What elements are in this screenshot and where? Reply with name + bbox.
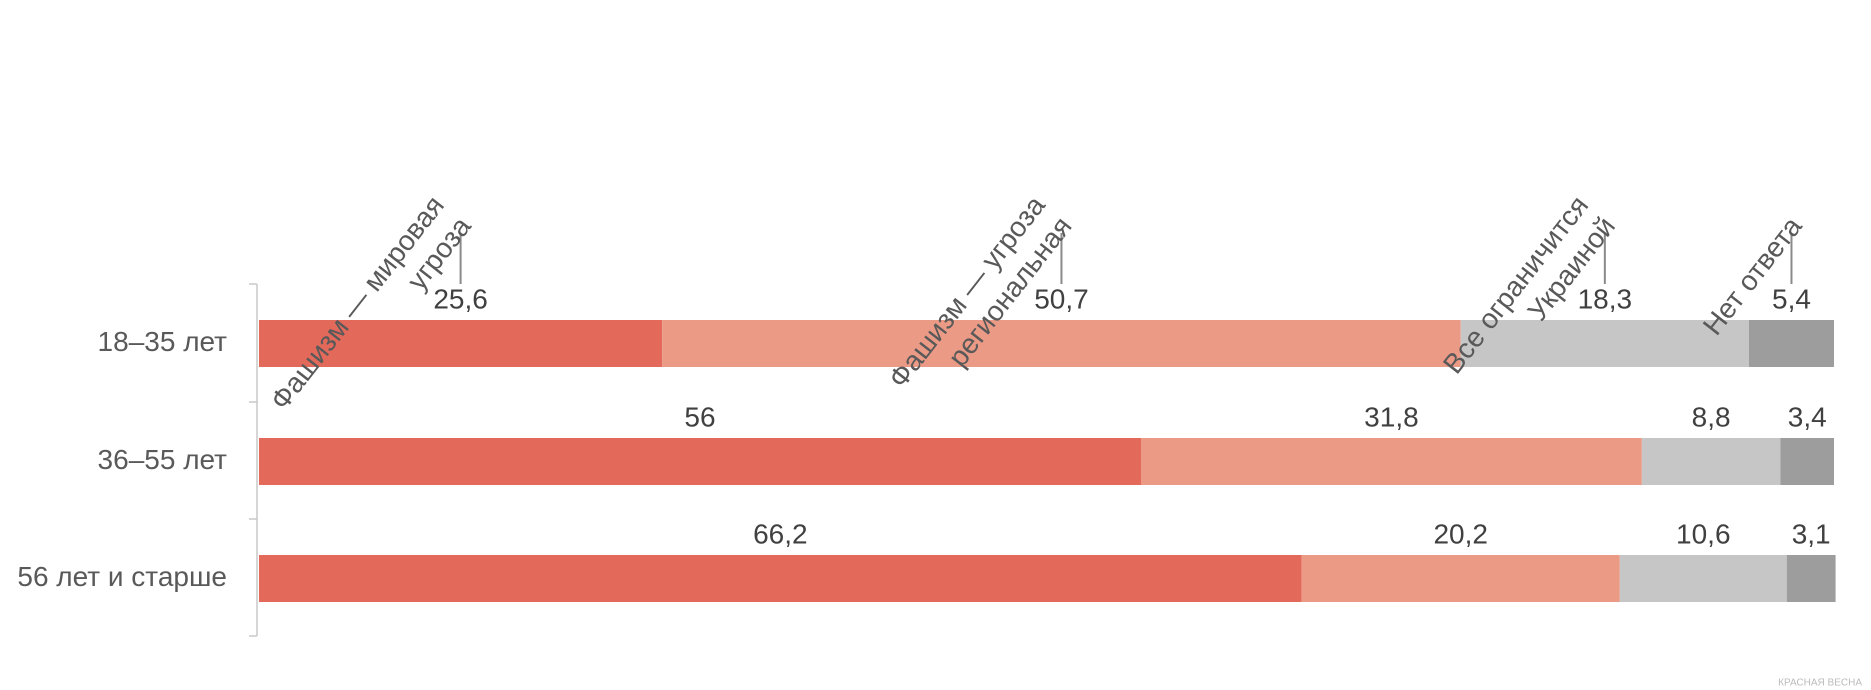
category-label: 56 лет и старше (17, 561, 227, 592)
bar-segment (259, 438, 1141, 485)
bar-segment (1780, 438, 1834, 485)
bar-segment (1786, 555, 1836, 602)
value-label: 66,2 (753, 518, 808, 549)
value-label: 5,4 (1772, 283, 1811, 314)
value-label: 50,7 (1034, 283, 1089, 314)
bar-segment (1460, 320, 1749, 367)
value-label: 31,8 (1364, 401, 1419, 432)
value-label: 25,6 (433, 283, 488, 314)
value-label: 3,4 (1788, 401, 1827, 432)
bar-segment (259, 320, 663, 367)
value-label: 56 (684, 401, 715, 432)
bar-segment (259, 555, 1302, 602)
value-label: 18,3 (1578, 283, 1633, 314)
bar-segment (662, 320, 1461, 367)
category-label: 18–35 лет (98, 326, 228, 357)
value-label: 20,2 (1433, 518, 1488, 549)
value-label: 8,8 (1692, 401, 1731, 432)
bar-segment (1619, 555, 1787, 602)
value-label: 3,1 (1792, 518, 1831, 549)
watermark: КРАСНАЯ ВЕСНА (1778, 678, 1862, 689)
value-label: 10,6 (1676, 518, 1731, 549)
category-label: 36–55 лет (98, 444, 228, 475)
bar-segment (1748, 320, 1834, 367)
bar-segment (1141, 438, 1642, 485)
bar-segment (1301, 555, 1620, 602)
bar-segment (1641, 438, 1781, 485)
